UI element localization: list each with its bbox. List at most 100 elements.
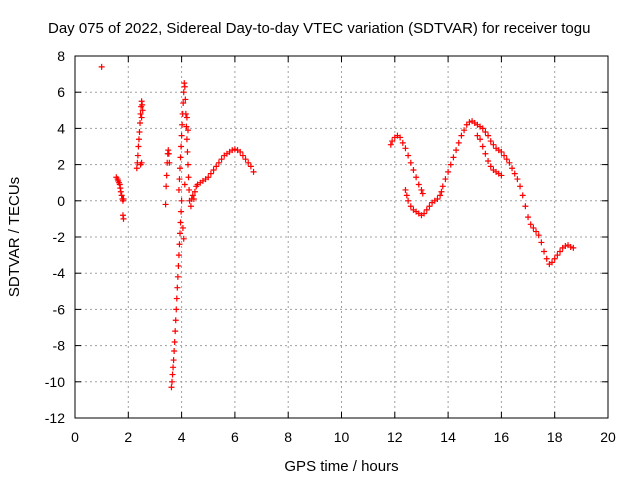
data-point: [133, 165, 140, 172]
y-axis-tick-labels: -12 -10 -8 -6 -4 -2 0 2 4 6 8: [45, 48, 65, 426]
data-point: [474, 132, 481, 139]
data-point: [137, 119, 144, 126]
data-point: [182, 96, 189, 103]
data-point: [139, 107, 146, 114]
data-point: [498, 148, 505, 155]
data-point: [434, 195, 441, 202]
data-point: [176, 241, 183, 248]
y-tick-label: -10: [45, 374, 65, 390]
data-point: [501, 152, 508, 159]
data-point: [118, 192, 125, 199]
x-tick-label: 14: [440, 429, 456, 445]
data-point: [477, 136, 484, 143]
data-point: [407, 203, 414, 210]
data-point: [213, 163, 220, 170]
data-point: [506, 159, 513, 166]
data-point: [168, 384, 175, 391]
y-tick-label: 2: [57, 157, 65, 173]
data-point: [426, 203, 433, 210]
data-point: [177, 219, 184, 226]
data-point: [445, 168, 452, 175]
data-point: [554, 252, 561, 259]
data-point: [389, 138, 396, 145]
data-point: [543, 255, 550, 262]
data-point: [163, 183, 170, 190]
data-point: [503, 156, 510, 163]
data-point: [175, 252, 182, 259]
data-point: [549, 259, 556, 266]
data-point: [533, 228, 540, 235]
data-point: [177, 154, 184, 161]
data-point: [183, 123, 190, 130]
data-point: [410, 167, 417, 174]
data-point: [180, 100, 187, 107]
data-point: [138, 114, 145, 121]
data-point: [184, 148, 191, 155]
data-point: [170, 364, 177, 371]
data-point: [181, 83, 188, 90]
data-point: [137, 110, 144, 117]
data-point: [215, 159, 222, 166]
data-point: [413, 174, 420, 181]
data-point: [177, 230, 184, 237]
data-point: [165, 150, 172, 157]
data-point: [541, 248, 548, 255]
data-point: [485, 157, 492, 164]
data-point: [438, 188, 445, 195]
y-tick-label: -12: [45, 410, 65, 426]
data-point: [190, 195, 197, 202]
data-point: [403, 192, 410, 199]
data-point: [178, 208, 185, 215]
y-tick-label: 4: [57, 120, 65, 136]
data-point: [166, 159, 173, 166]
y-tick-label: -8: [53, 338, 66, 354]
data-point: [418, 186, 425, 193]
data-point: [239, 152, 246, 159]
data-point: [120, 195, 127, 202]
data-point: [231, 146, 238, 153]
data-point: [170, 357, 177, 364]
data-point: [405, 197, 412, 204]
data-point: [479, 125, 486, 132]
data-point: [174, 284, 181, 291]
data-point: [466, 119, 473, 126]
data-point: [551, 255, 558, 262]
data-point: [557, 248, 564, 255]
x-tick-label: 10: [334, 429, 350, 445]
data-point: [136, 129, 143, 136]
data-point: [509, 165, 516, 172]
data-point: [530, 224, 537, 231]
data-point: [135, 136, 142, 143]
data-point: [514, 176, 521, 183]
data-point: [183, 114, 190, 121]
data-point: [399, 139, 406, 146]
data-point: [458, 132, 465, 139]
data-point: [207, 170, 214, 177]
data-point: [562, 243, 569, 250]
x-tick-label: 2: [124, 429, 132, 445]
data-point: [490, 141, 497, 148]
data-point: [538, 239, 545, 246]
data-point: [180, 89, 187, 96]
data-point: [179, 224, 186, 231]
data-point: [487, 138, 494, 145]
data-point: [178, 143, 185, 150]
data-point: [242, 156, 249, 163]
data-point: [139, 101, 146, 108]
data-point: [487, 163, 494, 170]
data-point: [191, 188, 198, 195]
data-point: [527, 221, 534, 228]
y-tick-label: -4: [53, 265, 66, 281]
x-tick-label: 0: [71, 429, 79, 445]
data-point: [463, 121, 470, 128]
y-axis-label: SDTVAR / TECUs: [6, 177, 23, 297]
data-point: [402, 145, 409, 152]
data-point: [387, 141, 394, 148]
data-point: [419, 190, 426, 197]
data-point: [461, 127, 468, 134]
data-point: [169, 378, 176, 385]
data-point: [176, 176, 183, 183]
data-point: [218, 156, 225, 163]
x-tick-label: 20: [600, 429, 616, 445]
